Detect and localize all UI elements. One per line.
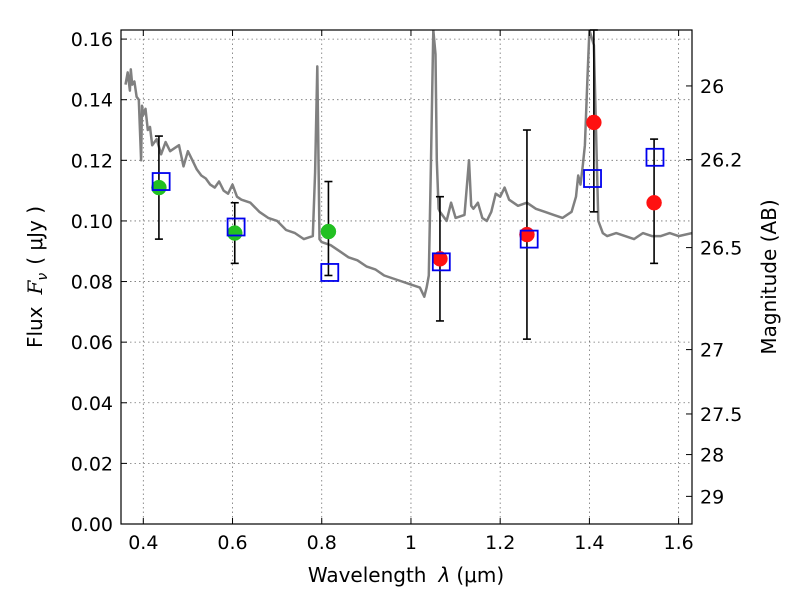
x-axis-label: Wavelength λ (μm) bbox=[308, 563, 504, 587]
red-data-point bbox=[519, 226, 535, 243]
axis-ticks: 0.4 0.6 0.8 1 1.2 1.4 1.6 0.00 0.02 0.04 0.06 0.08 0… bbox=[71, 29, 743, 554]
y-tick-label: 0.02 bbox=[71, 453, 113, 475]
blue-model-square bbox=[519, 229, 539, 249]
y2-tick-label: 26.5 bbox=[700, 238, 742, 260]
blue-model-square bbox=[151, 172, 171, 191]
x-tick-label: 0.6 bbox=[217, 532, 247, 554]
y2-tick-label: 28 bbox=[700, 445, 724, 467]
y-axis-label: Flux Fν ( μJy ) bbox=[23, 206, 51, 348]
grid-lines bbox=[121, 30, 692, 525]
y-tick-label: 0.00 bbox=[71, 514, 113, 536]
x-tick-label: 1.2 bbox=[485, 532, 515, 554]
red-data-point bbox=[646, 194, 662, 211]
model-spectrum-layer bbox=[124, 30, 692, 298]
y-axis-label-unit: ( μJy ) bbox=[23, 206, 47, 265]
blue-model-square bbox=[583, 169, 602, 188]
x-axis-label-symbol: λ bbox=[438, 563, 451, 587]
plot-frame bbox=[120, 29, 693, 525]
y-tick-label: 0.08 bbox=[71, 272, 113, 294]
y-axis-label-subscript: ν bbox=[35, 273, 51, 281]
y-tick-label: 0.12 bbox=[71, 150, 113, 172]
y2-tick-label: 27.5 bbox=[700, 404, 742, 426]
x-tick-label: 1.6 bbox=[664, 532, 694, 554]
y2-axis-label: Magnitude (AB) bbox=[757, 199, 781, 354]
x-tick-label: 1.4 bbox=[574, 532, 604, 554]
blue-model-square bbox=[645, 147, 665, 167]
errorbar-layer bbox=[154, 29, 659, 340]
x-axis-label-text: Wavelength bbox=[308, 563, 427, 587]
x-axis-label-unit: (μm) bbox=[456, 563, 504, 587]
y-axis-label-symbol: F bbox=[23, 279, 47, 295]
y-tick-label: 0.16 bbox=[71, 29, 113, 51]
x-tick-label: 0.4 bbox=[128, 532, 158, 554]
x-tick-label: 0.8 bbox=[307, 532, 337, 554]
y2-tick-label: 26.2 bbox=[700, 150, 742, 172]
blue-model-square bbox=[226, 217, 246, 237]
y2-tick-label: 27 bbox=[700, 340, 724, 362]
x-tick-label: 1 bbox=[405, 532, 417, 554]
green-data-point bbox=[320, 223, 337, 240]
green-data-point bbox=[151, 179, 167, 196]
photometry-points-layer bbox=[151, 114, 665, 282]
y-tick-label: 0.06 bbox=[71, 332, 113, 354]
y-tick-label: 0.14 bbox=[71, 90, 113, 112]
green-data-point bbox=[227, 225, 243, 241]
model-spectrum-line bbox=[124, 30, 692, 298]
y2-tick-label: 29 bbox=[700, 486, 724, 508]
blue-model-square bbox=[431, 252, 451, 272]
y-tick-label: 0.04 bbox=[71, 393, 113, 415]
y2-tick-label: 26 bbox=[700, 76, 724, 98]
red-data-point bbox=[586, 114, 602, 131]
y-axis-label-text: Flux bbox=[23, 306, 47, 348]
blue-model-square bbox=[320, 263, 340, 282]
y-tick-label: 0.10 bbox=[71, 211, 113, 233]
